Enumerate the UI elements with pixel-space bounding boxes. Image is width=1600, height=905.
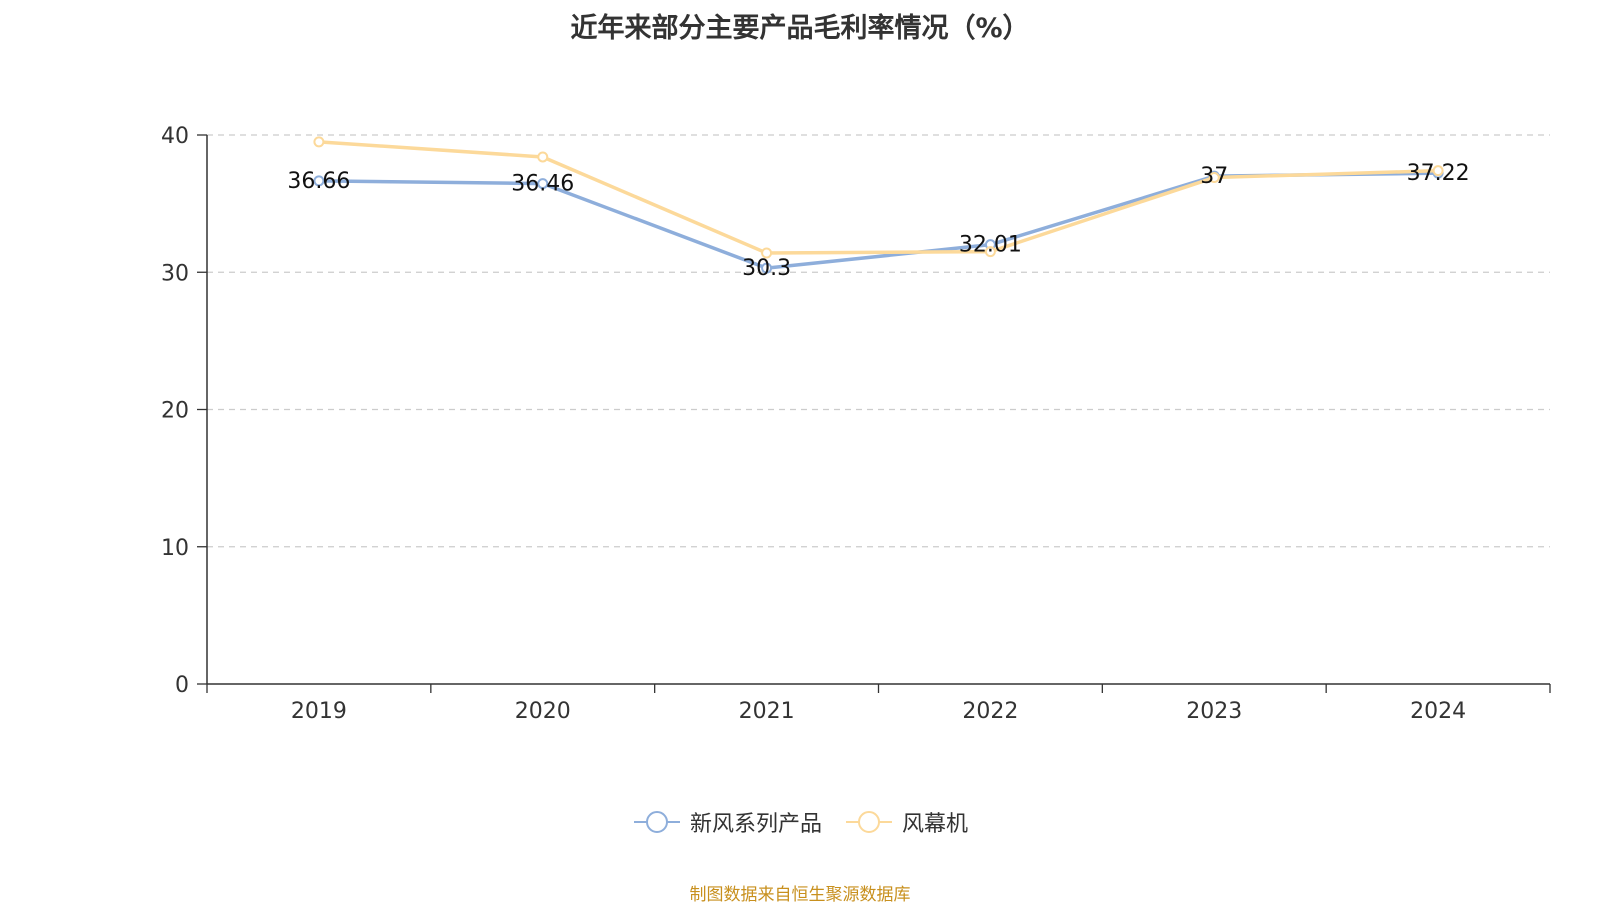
legend: 新风系列产品 风幕机 [0,806,1600,838]
data-point [761,247,773,259]
data-label: 37.22 [1407,161,1470,186]
data-point [761,262,773,274]
data-label: 36.46 [511,172,574,197]
y-tick-label: 30 [161,261,189,286]
y-tick-label: 20 [161,399,189,424]
x-tick-label: 2023 [1186,699,1242,724]
source-note: 制图数据来自恒生聚源数据库 [689,885,911,905]
data-label: 37 [1200,164,1228,189]
series-lines [313,136,1444,274]
chart-title: 近年来部分主要产品毛利率情况（%） [570,13,1030,44]
legend-swatch-marker [858,811,880,833]
legend-item[interactable]: 风幕机 [844,806,968,838]
data-label: 30.3 [742,256,791,281]
data-point [537,178,549,190]
series-line [318,140,1439,255]
data-point [313,136,325,148]
legend-item[interactable]: 新风系列产品 [632,806,822,838]
data-point [1208,172,1220,184]
x-tick-label: 2019 [291,699,347,724]
data-point [984,246,996,258]
x-tick-label: 2020 [515,699,571,724]
data-point [1432,165,1444,177]
x-tick-label: 2021 [739,699,795,724]
y-tick-label: 10 [161,536,189,561]
legend-label: 风幕机 [902,812,969,837]
y-tick-label: 0 [175,673,189,698]
axes: 0 10 20 30 40 2019 2020 2021 2022 2023 2024 [161,124,1551,724]
legend-label: 新风系列产品 [689,812,822,837]
x-tick-label: 2024 [1410,699,1466,724]
legend-swatch-icon [846,811,892,833]
y-tick-label: 40 [161,124,189,149]
data-point [313,175,325,187]
data-point [537,151,549,163]
data-labels: 36.66 36.46 30.3 32.01 37 37.22 [287,161,1469,281]
data-label: 32.01 [959,233,1022,258]
legend-swatch-icon [633,811,680,833]
data-label: 36.66 [287,169,350,194]
x-tick-label: 2022 [962,699,1018,724]
grid-lines [207,134,1550,548]
legend-swatch-marker [645,811,668,833]
